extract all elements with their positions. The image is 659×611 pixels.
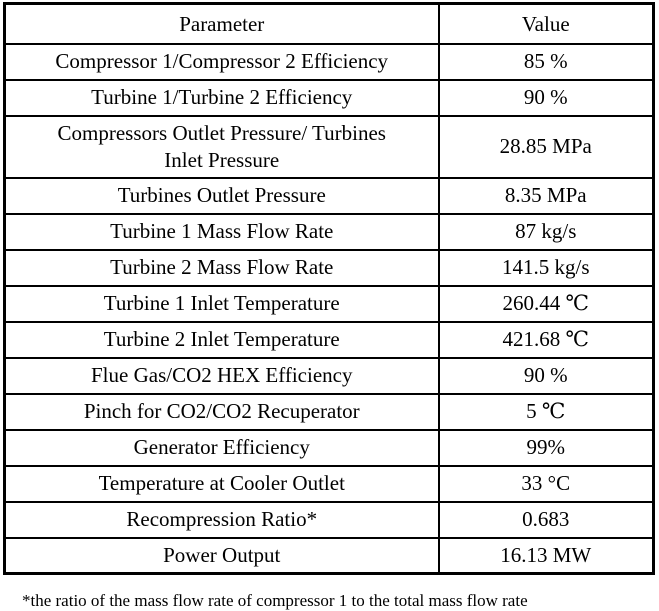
value-cell: 99% <box>437 428 655 467</box>
table-row: Power Output 16.13 MW <box>3 536 655 575</box>
header-value: Value <box>437 2 655 45</box>
header-parameter: Parameter <box>3 2 440 45</box>
parameter-cell: Recompression Ratio* <box>3 500 440 539</box>
parameter-cell: Turbine 1 Inlet Temperature <box>3 284 440 323</box>
value-cell: 90 % <box>437 78 655 117</box>
table-row: Temperature at Cooler Outlet 33 °C <box>3 464 655 503</box>
table-row: Generator Efficiency 99% <box>3 428 655 467</box>
value-cell: 33 °C <box>437 464 655 503</box>
value-cell: 421.68 ℃ <box>437 320 655 359</box>
value-cell: 28.85 MPa <box>437 114 655 179</box>
parameter-cell: Turbine 1/Turbine 2 Efficiency <box>3 78 440 117</box>
parameter-cell: Power Output <box>3 536 440 575</box>
value-cell: 5 ℃ <box>437 392 655 431</box>
table-row: Recompression Ratio* 0.683 <box>3 500 655 539</box>
table-row: Compressor 1/Compressor 2 Efficiency 85 % <box>3 42 655 81</box>
parameter-cell: Compressor 1/Compressor 2 Efficiency <box>3 42 440 81</box>
parameter-cell: Flue Gas/CO2 HEX Efficiency <box>3 356 440 395</box>
table-row: Flue Gas/CO2 HEX Efficiency 90 % <box>3 356 655 395</box>
table-row: Pinch for CO2/CO2 Recuperator 5 ℃ <box>3 392 655 431</box>
value-cell: 90 % <box>437 356 655 395</box>
parameter-cell: Pinch for CO2/CO2 Recuperator <box>3 392 440 431</box>
value-cell: 8.35 MPa <box>437 176 655 215</box>
footnote: *the ratio of the mass flow rate of comp… <box>22 591 528 610</box>
value-cell: 260.44 ℃ <box>437 284 655 323</box>
value-cell: 16.13 MW <box>437 536 655 575</box>
value-cell: 141.5 kg/s <box>437 248 655 287</box>
value-cell: 0.683 <box>437 500 655 539</box>
parameter-cell: Turbine 1 Mass Flow Rate <box>3 212 440 251</box>
table-row: Turbine 1 Mass Flow Rate 87 kg/s <box>3 212 655 251</box>
parameter-cell: Temperature at Cooler Outlet <box>3 464 440 503</box>
table-row: Turbines Outlet Pressure 8.35 MPa <box>3 176 655 215</box>
value-cell: 87 kg/s <box>437 212 655 251</box>
parameter-cell: Turbine 2 Inlet Temperature <box>3 320 440 359</box>
table-row: Turbine 2 Mass Flow Rate 141.5 kg/s <box>3 248 655 287</box>
parameter-cell: Turbines Outlet Pressure <box>3 176 440 215</box>
header-row: Parameter Value <box>3 2 655 45</box>
table-row: Compressors Outlet Pressure/ Turbines In… <box>3 114 655 179</box>
table-row: Turbine 1/Turbine 2 Efficiency 90 % <box>3 78 655 117</box>
parameter-cell: Generator Efficiency <box>3 428 440 467</box>
parameter-cell: Turbine 2 Mass Flow Rate <box>3 248 440 287</box>
table-row: Turbine 2 Inlet Temperature 421.68 ℃ <box>3 320 655 359</box>
table-row: Turbine 1 Inlet Temperature 260.44 ℃ <box>3 284 655 323</box>
parameter-cell: Compressors Outlet Pressure/ Turbines In… <box>3 114 440 179</box>
parameters-table: Parameter Value Compressor 1/Compressor … <box>3 2 655 575</box>
value-cell: 85 % <box>437 42 655 81</box>
